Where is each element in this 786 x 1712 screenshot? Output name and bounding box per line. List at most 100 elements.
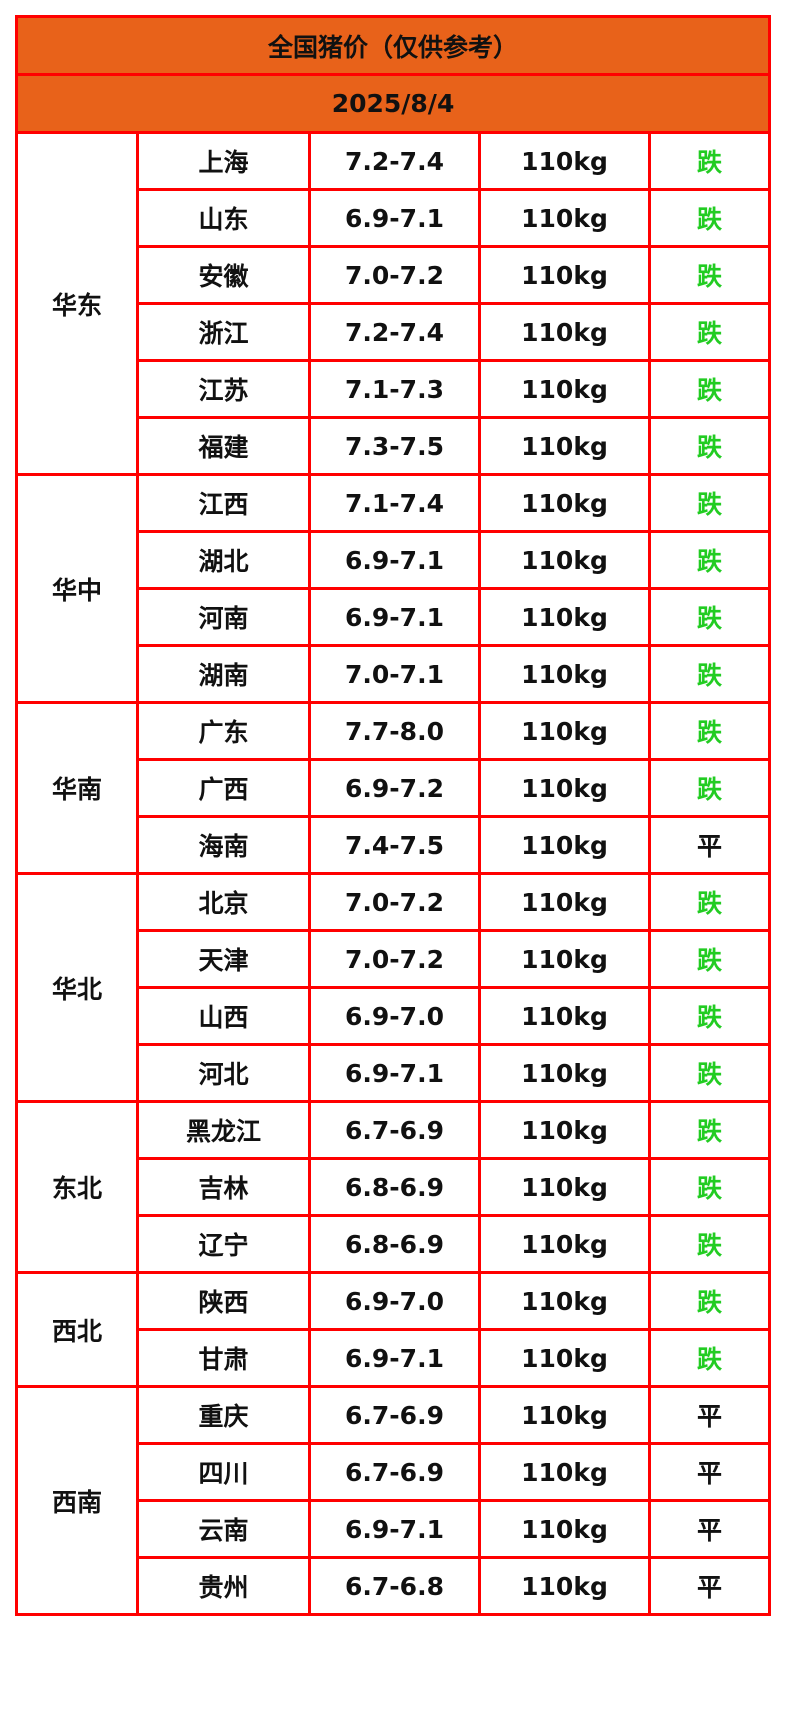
table-row: 华中 江西 7.1-7.4 110kg 跌 — [15, 473, 772, 704]
table-row: 天津 7.0-7.2 110kg 跌 — [17, 929, 772, 989]
table-row: 西北 陕西 6.9-7.0 110kg 跌 — [15, 1271, 772, 1388]
province-cell: 北京 — [136, 872, 311, 932]
price-cell: 7.0-7.1 — [308, 644, 481, 704]
trend-cell: 跌 — [647, 758, 772, 818]
price-cell: 6.9-7.2 — [308, 758, 481, 818]
table-row: 华东 上海 7.2-7.4 110kg 跌 — [15, 131, 772, 476]
table-row: 四川 6.7-6.9 110kg 平 — [17, 1442, 772, 1502]
weight-cell: 110kg — [478, 929, 651, 989]
table-row: 贵州 6.7-6.8 110kg 平 — [17, 1556, 772, 1616]
weight-cell: 110kg — [478, 1271, 651, 1331]
weight-cell: 110kg — [478, 530, 651, 590]
price-cell: 6.9-7.1 — [308, 530, 481, 590]
trend-cell: 跌 — [647, 131, 772, 191]
weight-cell: 110kg — [478, 1499, 651, 1559]
province-cell: 安徽 — [136, 245, 311, 305]
table-row: 吉林 6.8-6.9 110kg 跌 — [17, 1157, 772, 1217]
weight-cell: 110kg — [478, 359, 651, 419]
weight-cell: 110kg — [478, 1157, 651, 1217]
province-cell: 海南 — [136, 815, 311, 875]
trend-cell: 跌 — [647, 188, 772, 248]
trend-cell: 平 — [647, 1556, 772, 1616]
region-cell: 西北 — [15, 1271, 139, 1388]
table-row: 西南 重庆 6.7-6.9 110kg 平 — [15, 1385, 772, 1616]
trend-cell: 平 — [647, 1385, 772, 1445]
province-cell: 重庆 — [136, 1385, 311, 1445]
table-row: 浙江 7.2-7.4 110kg 跌 — [17, 302, 772, 362]
trend-cell: 平 — [647, 1442, 772, 1502]
province-cell: 云南 — [136, 1499, 311, 1559]
price-cell: 6.9-7.0 — [308, 1271, 481, 1331]
price-cell: 7.3-7.5 — [308, 416, 481, 476]
price-cell: 7.0-7.2 — [308, 245, 481, 305]
price-cell: 6.9-7.1 — [308, 1499, 481, 1559]
province-cell: 贵州 — [136, 1556, 311, 1616]
province-cell: 天津 — [136, 929, 311, 989]
region-cell: 华南 — [15, 701, 139, 875]
trend-cell: 跌 — [647, 1328, 772, 1388]
price-cell: 7.2-7.4 — [308, 302, 481, 362]
table-row: 广西 6.9-7.2 110kg 跌 — [17, 758, 772, 818]
price-cell: 6.7-6.9 — [308, 1100, 481, 1160]
table-row: 江苏 7.1-7.3 110kg 跌 — [17, 359, 772, 419]
region-cell: 华中 — [15, 473, 139, 704]
weight-cell: 110kg — [478, 188, 651, 248]
weight-cell: 110kg — [478, 758, 651, 818]
weight-cell: 110kg — [478, 1385, 651, 1445]
trend-cell: 跌 — [647, 929, 772, 989]
province-cell: 上海 — [136, 131, 311, 191]
province-cell: 江西 — [136, 473, 311, 533]
province-cell: 山西 — [136, 986, 311, 1046]
province-cell: 四川 — [136, 1442, 311, 1502]
price-cell: 6.9-7.1 — [308, 587, 481, 647]
region-cell: 西南 — [15, 1385, 139, 1616]
price-cell: 7.0-7.2 — [308, 872, 481, 932]
table-row: 甘肃 6.9-7.1 110kg 跌 — [17, 1328, 772, 1388]
table-title: 全国猪价（仅供参考） — [14, 15, 772, 76]
trend-cell: 跌 — [647, 1043, 772, 1103]
trend-cell: 跌 — [647, 872, 772, 932]
weight-cell: 110kg — [478, 131, 651, 191]
weight-cell: 110kg — [478, 302, 651, 362]
trend-cell: 跌 — [647, 986, 772, 1046]
table-row: 河南 6.9-7.1 110kg 跌 — [17, 587, 772, 647]
table-row: 辽宁 6.8-6.9 110kg 跌 — [17, 1214, 772, 1274]
weight-cell: 110kg — [478, 416, 651, 476]
region-cell: 华东 — [15, 131, 139, 476]
province-cell: 浙江 — [136, 302, 311, 362]
weight-cell: 110kg — [478, 644, 651, 704]
price-cell: 7.7-8.0 — [308, 701, 481, 761]
weight-cell: 110kg — [478, 1043, 651, 1103]
table-row: 福建 7.3-7.5 110kg 跌 — [17, 416, 772, 476]
trend-cell: 跌 — [647, 245, 772, 305]
table-row: 海南 7.4-7.5 110kg 平 — [17, 815, 772, 875]
table-row: 山东 6.9-7.1 110kg 跌 — [17, 188, 772, 248]
weight-cell: 110kg — [478, 1556, 651, 1616]
province-cell: 河北 — [136, 1043, 311, 1103]
price-cell: 7.4-7.5 — [308, 815, 481, 875]
trend-cell: 跌 — [647, 1214, 772, 1274]
table-row: 云南 6.9-7.1 110kg 平 — [17, 1499, 772, 1559]
trend-cell: 跌 — [647, 302, 772, 362]
province-cell: 广西 — [136, 758, 311, 818]
weight-cell: 110kg — [478, 473, 651, 533]
province-cell: 湖北 — [136, 530, 311, 590]
price-cell: 7.1-7.3 — [308, 359, 481, 419]
trend-cell: 跌 — [647, 701, 772, 761]
weight-cell: 110kg — [478, 1214, 651, 1274]
province-cell: 黑龙江 — [136, 1100, 311, 1160]
trend-cell: 跌 — [647, 644, 772, 704]
trend-cell: 跌 — [647, 587, 772, 647]
province-cell: 广东 — [136, 701, 311, 761]
province-cell: 河南 — [136, 587, 311, 647]
trend-cell: 跌 — [647, 359, 772, 419]
price-cell: 7.0-7.2 — [308, 929, 481, 989]
table-row: 华北 北京 7.0-7.2 110kg 跌 — [15, 872, 772, 1103]
province-cell: 福建 — [136, 416, 311, 476]
weight-cell: 110kg — [478, 1442, 651, 1502]
trend-cell: 平 — [647, 815, 772, 875]
trend-cell: 跌 — [647, 1100, 772, 1160]
trend-cell: 跌 — [647, 1157, 772, 1217]
province-cell: 山东 — [136, 188, 311, 248]
weight-cell: 110kg — [478, 872, 651, 932]
